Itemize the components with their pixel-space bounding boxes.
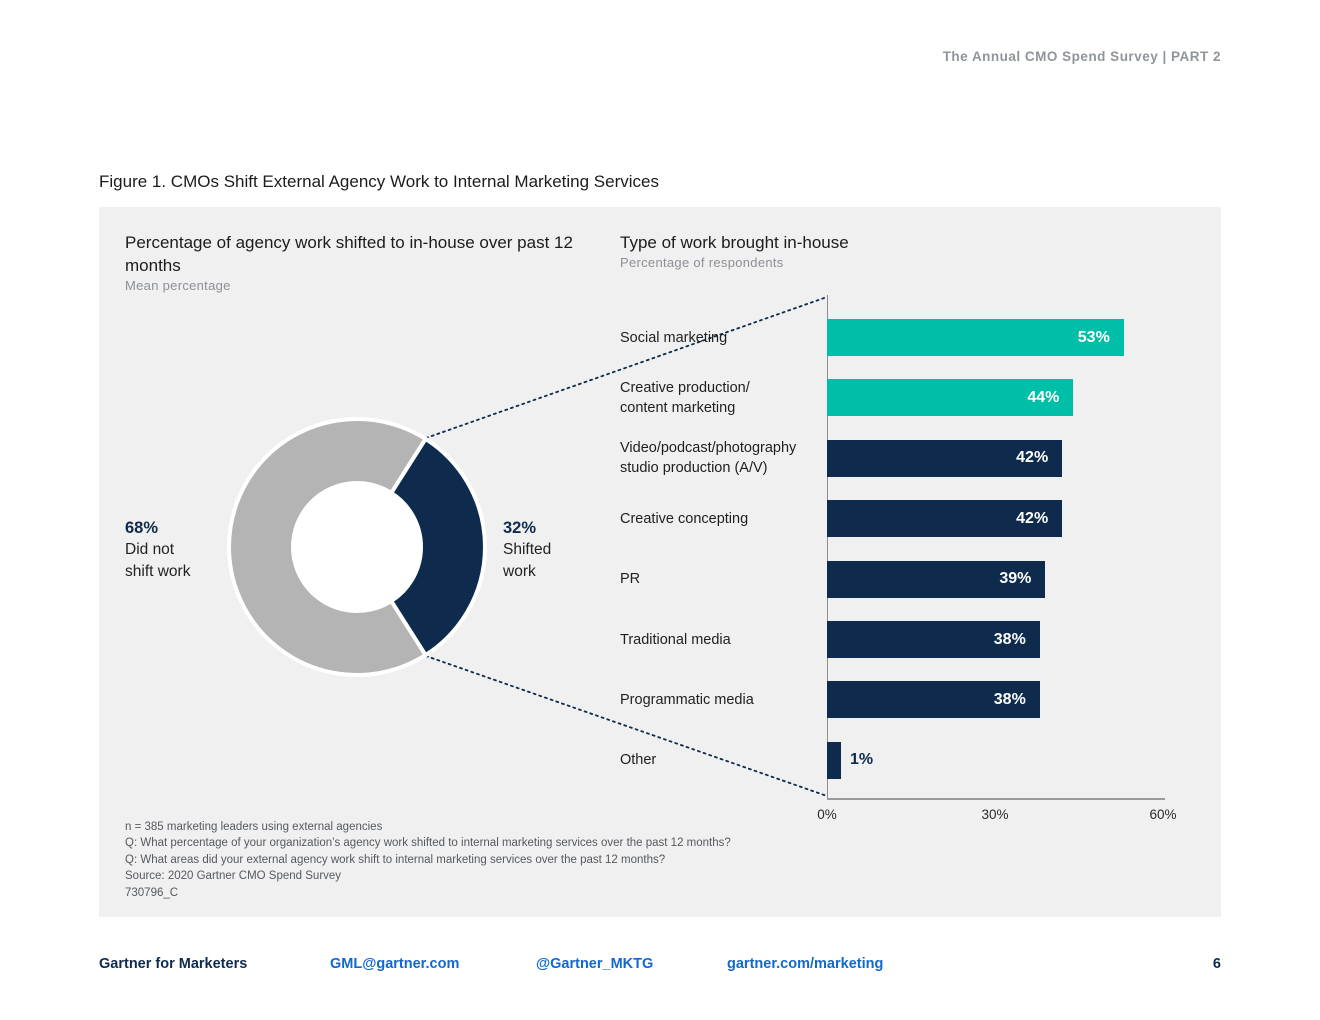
footnote-document-id: 730796_C: [125, 886, 179, 899]
bar-social-marketing: 53%: [827, 319, 1124, 356]
bar-chart-x-axis: [827, 798, 1165, 800]
bar-category-label: Social marketing: [620, 329, 728, 346]
donut-svg: [227, 417, 487, 677]
bar-value-label: 42%: [1016, 509, 1049, 527]
footnote-sample: n = 385 marketing leaders using external…: [125, 821, 383, 833]
donut-label-did-not-shift: 68% Did not shift work: [125, 517, 235, 583]
bar-chart-plot: Social marketing 53% Creative production/ …: [620, 291, 1180, 836]
x-axis-tick: 30%: [981, 807, 1009, 822]
document-header: The Annual CMO Spend Survey | PART 2: [942, 49, 1221, 64]
bar-chart-title: Type of work brought in-house: [620, 233, 849, 252]
donut-chart-subtitle: Mean percentage: [125, 278, 231, 293]
bar-value-label: 38%: [993, 690, 1026, 708]
footnotes: n = 385 marketing leaders using external…: [125, 819, 731, 901]
donut-slice-shifted-work: [388, 436, 487, 658]
donut-text-did-not-shift: Did not shift work: [125, 541, 191, 580]
footnote-question-1: Q: What percentage of your organization’…: [125, 837, 731, 850]
donut-slice-did-not-shift-work: [227, 417, 429, 677]
bar-category-label: Other: [620, 752, 657, 769]
bar-value-label: 1%: [850, 751, 874, 769]
bar-value-label: 44%: [1027, 388, 1060, 406]
figure-title: Figure 1. CMOs Shift External Agency Wor…: [99, 172, 659, 191]
donut-value-shifted: 32%: [503, 519, 537, 537]
donut-hole: [293, 483, 421, 611]
bar-category-label: Video/podcast/photography studio product…: [620, 440, 797, 477]
footnote-question-2: Q: What areas did your external agency w…: [125, 853, 666, 866]
bar-category-label: Creative concepting: [620, 510, 749, 527]
bar-traditional-media: 38%: [827, 621, 1040, 658]
bar-category-label: PR: [620, 571, 641, 588]
donut-value-did-not-shift: 68%: [125, 519, 159, 537]
bar-creative-production-: 44%: [827, 379, 1074, 417]
bar-other: 1%: [827, 741, 873, 779]
page-footer: Gartner for Marketers GML@gartner.com @G…: [0, 951, 1320, 981]
footer-email-link[interactable]: GML@gartner.com: [330, 956, 460, 972]
bar-chart-y-axis: [827, 295, 828, 798]
x-axis-tick: 0%: [817, 807, 837, 822]
bar-value-label: 38%: [993, 630, 1026, 648]
footer-twitter-link[interactable]: @Gartner_MKTG: [536, 956, 654, 972]
footer-brand: Gartner for Marketers: [99, 956, 248, 972]
x-axis-tick: 60%: [1149, 807, 1177, 822]
bar-programmatic-media: 38%: [827, 681, 1040, 719]
figure-panel: Percentage of agency work shifted to in-…: [99, 207, 1221, 917]
donut-text-shifted: Shifted work: [503, 541, 552, 580]
bar-category-label: Creative production/ content marketing: [620, 379, 750, 416]
bar-category-label: Programmatic media: [620, 691, 754, 708]
bar-value-label: 39%: [999, 570, 1032, 588]
bar-creative-concepting: 42%: [827, 500, 1063, 538]
footer-website-link[interactable]: gartner.com/marketing: [727, 956, 884, 972]
bar-category-label: Traditional media: [620, 631, 731, 648]
bar-video-podcast-photography: 42%: [827, 439, 1063, 477]
footnote-source: Source: 2020 Gartner CMO Spend Survey: [125, 870, 342, 883]
bar-value-label: 53%: [1077, 328, 1110, 346]
bar-value-label: 42%: [1016, 449, 1049, 467]
donut-chart-title: Percentage of agency work shifted to in-…: [125, 233, 573, 275]
bar-pr: 39%: [827, 560, 1046, 598]
donut-label-shifted: 32% Shifted work: [503, 517, 593, 583]
page-number: 6: [1212, 956, 1221, 972]
bar-chart-subtitle: Percentage of respondents: [620, 255, 784, 270]
